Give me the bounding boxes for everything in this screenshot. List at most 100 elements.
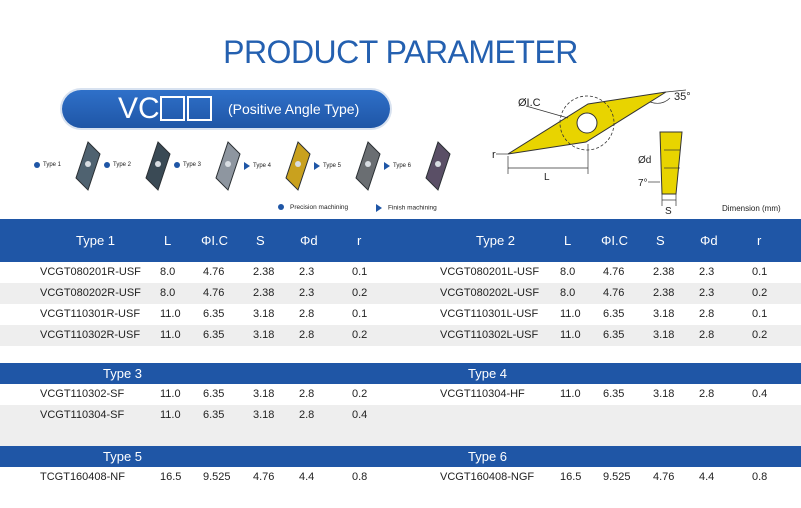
insert-image-icon: [145, 141, 171, 191]
table-row: VCGT080202R-USF 8.0 4.76 2.38 2.3 0.2 VCGT0802…: [0, 283, 801, 304]
table-header-type: Type 5: [103, 449, 143, 464]
insert-dimension-diagram: ØI.C 35° r L Ød 7° S: [492, 89, 691, 217]
table-column-header: L: [164, 233, 172, 248]
value-cell: 8.0: [160, 266, 176, 278]
value-cell: 2.3: [699, 266, 715, 278]
insert-type-label: Type 4: [244, 162, 271, 170]
value-cell: 2.8: [299, 329, 315, 341]
table-column-header: ΦI.C: [601, 233, 628, 248]
table-column-header: r: [757, 233, 762, 248]
table-row: VCGT110302-SF 11.0 6.35 3.18 2.8 0.2 VCGT11030…: [0, 384, 801, 405]
dimension-unit-note: Dimension (mm): [722, 204, 781, 213]
table-row-spacer: [0, 426, 801, 447]
model-number-cell: VCGT080201L-USF: [440, 266, 540, 278]
value-cell: 0.8: [752, 471, 768, 483]
center-hole: [576, 112, 598, 134]
value-cell: 6.35: [203, 329, 225, 341]
model-number-cell: VCGT160408-NGF: [440, 471, 535, 483]
table-header-band: Type 5 Type 6: [0, 446, 801, 467]
value-cell: 11.0: [160, 308, 181, 320]
value-cell: 11.0: [160, 409, 181, 421]
table-header-type: Type 6: [468, 449, 508, 464]
value-cell: 9.525: [603, 471, 631, 483]
table-header-type: Type 1: [76, 233, 116, 248]
value-cell: 11.0: [560, 308, 581, 320]
series-code-placeholder-boxes: [160, 96, 212, 122]
value-cell: 2.8: [699, 388, 715, 400]
page-title: PRODUCT PARAMETER: [223, 34, 578, 70]
value-cell: 2.8: [699, 308, 715, 320]
value-cell: 16.5: [160, 471, 182, 483]
value-cell: 0.1: [752, 266, 768, 278]
value-cell: 16.5: [560, 471, 582, 483]
table-row: VCGT110304-SF 11.0 6.35 3.18 2.8 0.4: [0, 405, 801, 426]
triangle-marker-icon: [384, 162, 390, 170]
insert-type-label: Type 6: [384, 162, 411, 170]
dot-marker-icon: [34, 162, 40, 169]
series-code: VC: [118, 92, 160, 125]
table-column-header: S: [656, 233, 665, 248]
angle-arc: [649, 97, 671, 104]
model-number-cell: VCGT110302L-USF: [440, 329, 539, 341]
table-header-band: Type 3 Type 4: [0, 363, 801, 384]
value-cell: 11.0: [560, 388, 581, 400]
table-column-header: ΦI.C: [201, 233, 228, 248]
dot-marker-icon: [278, 204, 284, 211]
angle-label: 35°: [674, 91, 691, 103]
value-cell: 6.35: [603, 388, 625, 400]
inscribed-circle: [559, 95, 615, 151]
table-column-header: S: [256, 233, 265, 248]
model-number-cell: VCGT110304-HF: [440, 388, 525, 400]
value-cell: 8.0: [560, 266, 576, 278]
insert-type-5: Type 5: [314, 140, 384, 196]
table-header-band: Type 1 L ΦI.C S Φd r Type 2 L ΦI.C S Φd r: [0, 219, 801, 262]
value-cell: 6.35: [203, 308, 225, 320]
insert-image-icon: [215, 141, 241, 191]
legend-finish: Finish machining: [376, 204, 437, 212]
value-cell: 0.1: [352, 308, 368, 320]
value-cell: 11.0: [160, 329, 181, 341]
table-row: VCGT110301R-USF 11.0 6.35 3.18 2.8 0.1 VCGT110…: [0, 304, 801, 325]
value-cell: 0.2: [352, 329, 368, 341]
value-cell: 3.18: [653, 308, 675, 320]
series-subtitle: (Positive Angle Type): [228, 101, 360, 117]
value-cell: 2.38: [653, 266, 675, 278]
insert-type-2: Type 2: [104, 140, 174, 196]
value-cell: 0.1: [352, 266, 368, 278]
model-number-cell: VCGT110304-SF: [40, 409, 125, 421]
value-cell: 8.0: [160, 287, 176, 299]
table-header-type: Type 4: [468, 366, 508, 381]
value-cell: 2.8: [699, 329, 715, 341]
insert-type-4: Type 4: [244, 140, 314, 196]
value-cell: 0.8: [352, 471, 368, 483]
triangle-marker-icon: [376, 204, 382, 212]
d-label: Ød: [638, 155, 651, 166]
model-number-cell: VCGT110301L-USF: [440, 308, 539, 320]
value-cell: 2.8: [299, 388, 315, 400]
relief-angle-label: 7°: [638, 178, 648, 189]
value-cell: 11.0: [160, 388, 181, 400]
table-row: VCGT080201R-USF 8.0 4.76 2.38 2.3 0.1 VCGT0802…: [0, 262, 801, 283]
value-cell: 3.18: [653, 388, 675, 400]
model-number-cell: VCGT080201R-USF: [40, 266, 141, 278]
value-cell: 3.18: [253, 308, 275, 320]
value-cell: 8.0: [560, 287, 576, 299]
series-badge: [62, 90, 390, 128]
r-label: r: [492, 149, 496, 161]
value-cell: 4.4: [299, 471, 315, 483]
value-cell: 2.3: [699, 287, 715, 299]
dot-marker-icon: [174, 162, 180, 169]
value-cell: 2.38: [653, 287, 675, 299]
insert-type-label: Type 2: [104, 162, 131, 169]
value-cell: 0.2: [752, 329, 768, 341]
insert-type-label: Type 1: [34, 162, 61, 169]
table-column-header: L: [564, 233, 572, 248]
ic-leader-line: [525, 105, 569, 119]
value-cell: 3.18: [253, 388, 275, 400]
insert-image-icon: [425, 141, 451, 191]
triangle-marker-icon: [314, 162, 320, 170]
value-cell: 0.2: [352, 388, 368, 400]
value-cell: 4.4: [699, 471, 715, 483]
value-cell: 4.76: [203, 287, 225, 299]
insert-type-label: Type 3: [174, 162, 201, 169]
